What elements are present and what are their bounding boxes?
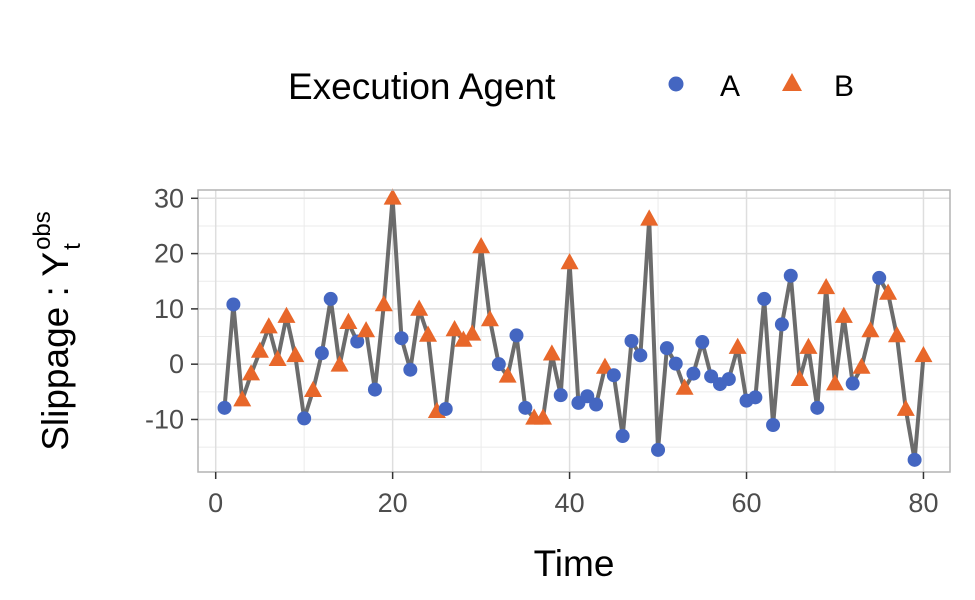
data-point-a xyxy=(403,362,418,377)
data-point-b xyxy=(834,306,853,323)
data-point-a xyxy=(766,418,781,432)
data-point-b xyxy=(304,380,323,398)
data-point-a xyxy=(907,452,922,467)
data-point-b xyxy=(445,319,464,337)
data-point-b xyxy=(242,364,261,381)
x-tick-label: 20 xyxy=(378,488,408,518)
y-tick-label: -10 xyxy=(145,404,184,434)
data-point-a xyxy=(606,368,621,383)
data-point-a xyxy=(695,335,710,350)
data-point-b xyxy=(454,330,473,347)
data-point-a xyxy=(774,317,789,332)
y-tick-label: 0 xyxy=(169,349,184,379)
data-point-a xyxy=(783,268,798,283)
data-point-a xyxy=(580,389,595,404)
data-point-b xyxy=(799,337,818,354)
data-point-b xyxy=(817,277,836,295)
data-point-a xyxy=(810,400,825,415)
data-point-b xyxy=(268,349,287,367)
data-point-a xyxy=(518,400,533,415)
legend-label-b: B xyxy=(834,70,854,103)
y-tick-label: 20 xyxy=(154,239,184,269)
data-point-a xyxy=(589,397,604,412)
legend-title: Execution Agent xyxy=(288,66,556,107)
data-point-b xyxy=(250,341,269,358)
data-point-b xyxy=(374,295,393,312)
data-point-a xyxy=(615,429,630,444)
data-point-a xyxy=(748,390,763,405)
legend-key-a xyxy=(668,76,684,92)
data-point-a xyxy=(757,291,772,306)
y-tick-label: 10 xyxy=(154,294,184,324)
legend-label-a: A xyxy=(720,70,740,103)
data-point-b xyxy=(463,324,482,341)
data-point-b xyxy=(896,399,915,416)
data-point-a xyxy=(226,297,241,312)
data-point-a xyxy=(367,382,382,397)
x-tick-label: 40 xyxy=(555,488,585,518)
legend-key-b xyxy=(782,73,802,91)
y-tick-label: 30 xyxy=(154,183,184,213)
y-axis-title: Slippage : Y xyxy=(35,252,76,451)
data-point-b xyxy=(887,326,906,343)
data-point-b xyxy=(825,374,844,391)
data-point-a xyxy=(624,333,639,348)
data-point-b xyxy=(879,283,898,300)
y-axis-title-subscript: t xyxy=(59,243,86,250)
data-point-a xyxy=(721,372,736,387)
data-point-a xyxy=(651,442,666,457)
data-point-a xyxy=(297,411,312,426)
data-point-b xyxy=(472,237,491,254)
plot-panel xyxy=(197,188,951,473)
data-point-a xyxy=(314,346,329,361)
data-point-b xyxy=(534,408,553,425)
data-point-a xyxy=(553,388,568,403)
data-point-b xyxy=(339,312,358,330)
data-point-b xyxy=(233,390,252,407)
data-point-a xyxy=(509,328,524,343)
data-point-a xyxy=(686,366,701,381)
data-point-b xyxy=(330,355,349,372)
data-point-b xyxy=(640,209,659,226)
data-point-b xyxy=(790,369,809,386)
data-point-b xyxy=(861,321,880,338)
data-point-a xyxy=(668,356,683,371)
data-point-a xyxy=(394,331,409,346)
data-point-b xyxy=(419,325,438,342)
data-point-b xyxy=(675,378,694,395)
data-point-a xyxy=(438,401,453,416)
x-tick-label: 80 xyxy=(908,488,938,518)
data-point-b xyxy=(914,345,933,363)
data-point-b xyxy=(595,357,614,374)
data-point-a xyxy=(323,291,338,306)
data-point-b xyxy=(498,366,517,383)
data-point-b xyxy=(560,253,579,270)
data-point-a xyxy=(872,270,887,285)
data-point-a xyxy=(350,334,365,349)
data-point-b xyxy=(383,188,402,205)
data-point-b xyxy=(852,357,871,374)
data-point-b xyxy=(259,317,278,334)
data-point-a xyxy=(845,376,860,391)
x-tick-label: 60 xyxy=(731,488,761,518)
y-axis-title-superscript: obs xyxy=(29,211,56,250)
data-point-a xyxy=(491,357,506,372)
legend: Execution Agent A B xyxy=(288,66,854,107)
data-point-b xyxy=(410,299,429,316)
data-point-b xyxy=(286,345,305,363)
x-axis-title: Time xyxy=(534,543,615,584)
data-point-b xyxy=(480,310,499,327)
data-point-a xyxy=(633,348,648,363)
data-point-b xyxy=(728,337,747,354)
data-point-a xyxy=(217,400,232,415)
x-tick-label: 0 xyxy=(208,488,223,518)
data-point-b xyxy=(357,321,376,338)
plot-border xyxy=(197,189,951,473)
data-point-b xyxy=(277,306,296,323)
data-point-a xyxy=(659,341,674,356)
data-point-b xyxy=(542,344,561,361)
